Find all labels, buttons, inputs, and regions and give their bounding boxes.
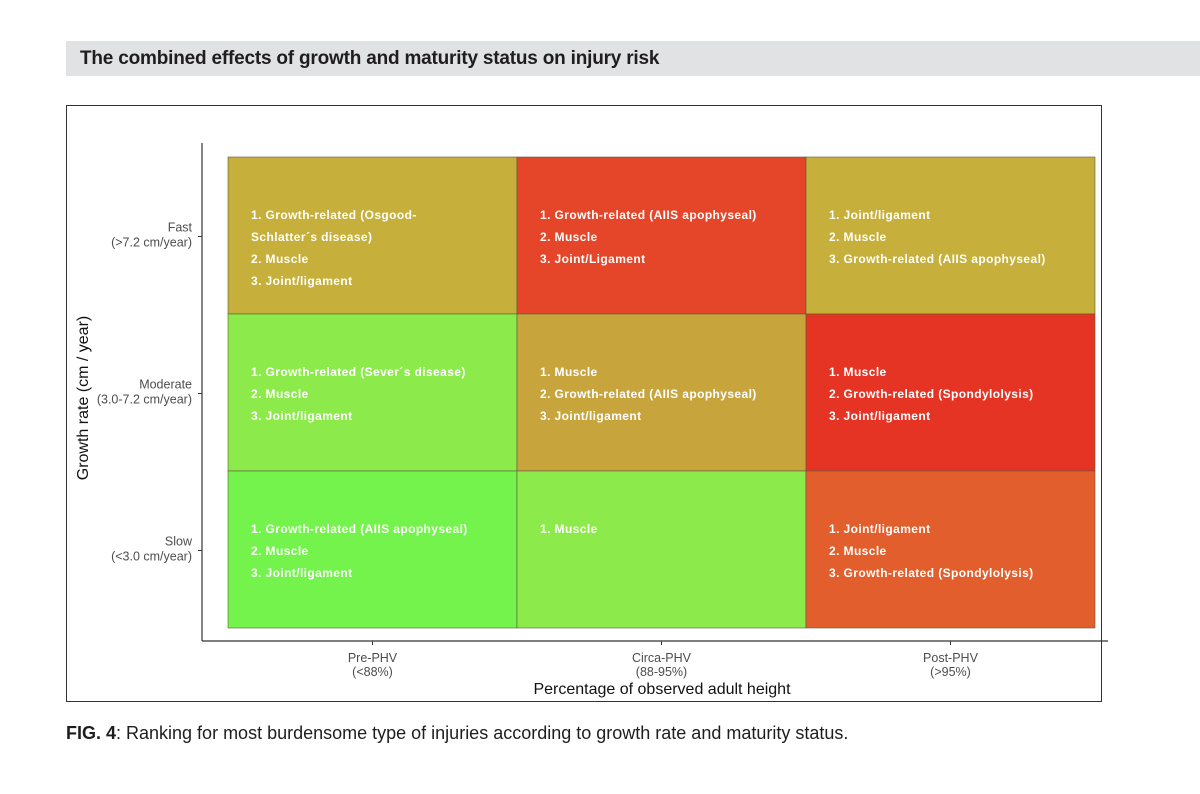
cell-label: 3. Joint/ligament xyxy=(251,409,352,423)
y-tick-label: Fast xyxy=(168,221,193,235)
cell-label: 3. Growth-related (Spondylolysis) xyxy=(829,566,1034,580)
heatmap-cell xyxy=(805,313,1096,472)
cell-label: 2. Muscle xyxy=(829,544,887,558)
y-tick-label: (3.0-7.2 cm/year) xyxy=(97,393,192,407)
section-title: The combined effects of growth and matur… xyxy=(80,48,660,69)
cell-label: 1. Growth-related (Osgood- xyxy=(251,208,417,222)
cell-label: 1. Muscle xyxy=(540,365,598,379)
y-tick-label: Slow xyxy=(165,535,193,549)
y-tick-label: (>7.2 cm/year) xyxy=(111,236,192,250)
cell-label: 1. Growth-related (AIIS apophyseal) xyxy=(540,208,757,222)
cell-label: 1. Muscle xyxy=(829,365,887,379)
heatmap-cell xyxy=(227,470,518,629)
heatmap-cell xyxy=(805,470,1096,629)
cell-label: 3. Joint/ligament xyxy=(251,274,352,288)
x-tick-label: (>95%) xyxy=(930,665,971,679)
figure-caption: FIG. 4: Ranking for most burdensome type… xyxy=(66,723,848,744)
x-tick-label: (88-95%) xyxy=(636,665,687,679)
y-tick-label: Moderate xyxy=(139,378,192,392)
cell-label: 3. Joint/Ligament xyxy=(540,252,645,266)
x-tick-label: Post-PHV xyxy=(923,651,979,665)
x-tick-label: Pre-PHV xyxy=(348,651,398,665)
cell-label: Schlatter´s disease) xyxy=(251,230,372,244)
section-header: The combined effects of growth and matur… xyxy=(66,41,1200,76)
caption-text: : Ranking for most burdensome type of in… xyxy=(116,723,849,743)
cell-label: 1. Growth-related (AIIS apophyseal) xyxy=(251,522,468,536)
cell-label: 3. Growth-related (AIIS apophyseal) xyxy=(829,252,1046,266)
cell-label: 2. Growth-related (AIIS apophyseal) xyxy=(540,387,757,401)
x-tick-label: Circa-PHV xyxy=(632,651,692,665)
heatmap-cell xyxy=(227,313,518,472)
cell-label: 3. Joint/ligament xyxy=(540,409,641,423)
cell-label: 1. Joint/ligament xyxy=(829,208,930,222)
cell-label: 3. Joint/ligament xyxy=(251,566,352,580)
cell-label: 2. Muscle xyxy=(251,544,309,558)
cell-label: 1. Joint/ligament xyxy=(829,522,930,536)
cell-label: 2. Muscle xyxy=(251,252,309,266)
cell-label: 2. Muscle xyxy=(540,230,598,244)
heatmap-cell xyxy=(805,156,1096,315)
y-axis-title: Growth rate (cm / year) xyxy=(75,316,92,480)
cell-label: 1. Muscle xyxy=(540,522,598,536)
heatmap-cell xyxy=(516,313,807,472)
x-axis-title: Percentage of observed adult height xyxy=(533,681,791,698)
y-tick-label: (<3.0 cm/year) xyxy=(111,550,192,564)
heatmap-cell xyxy=(516,156,807,315)
caption-label: FIG. 4 xyxy=(66,723,117,743)
cell-label: 2. Muscle xyxy=(829,230,887,244)
cell-label: 3. Joint/ligament xyxy=(829,409,930,423)
x-tick-label: (<88%) xyxy=(352,665,393,679)
cell-label: 2. Muscle xyxy=(251,387,309,401)
cell-label: 1. Growth-related (Sever´s disease) xyxy=(251,365,466,379)
cell-label: 2. Growth-related (Spondylolysis) xyxy=(829,387,1034,401)
heatmap-cell xyxy=(516,470,807,629)
